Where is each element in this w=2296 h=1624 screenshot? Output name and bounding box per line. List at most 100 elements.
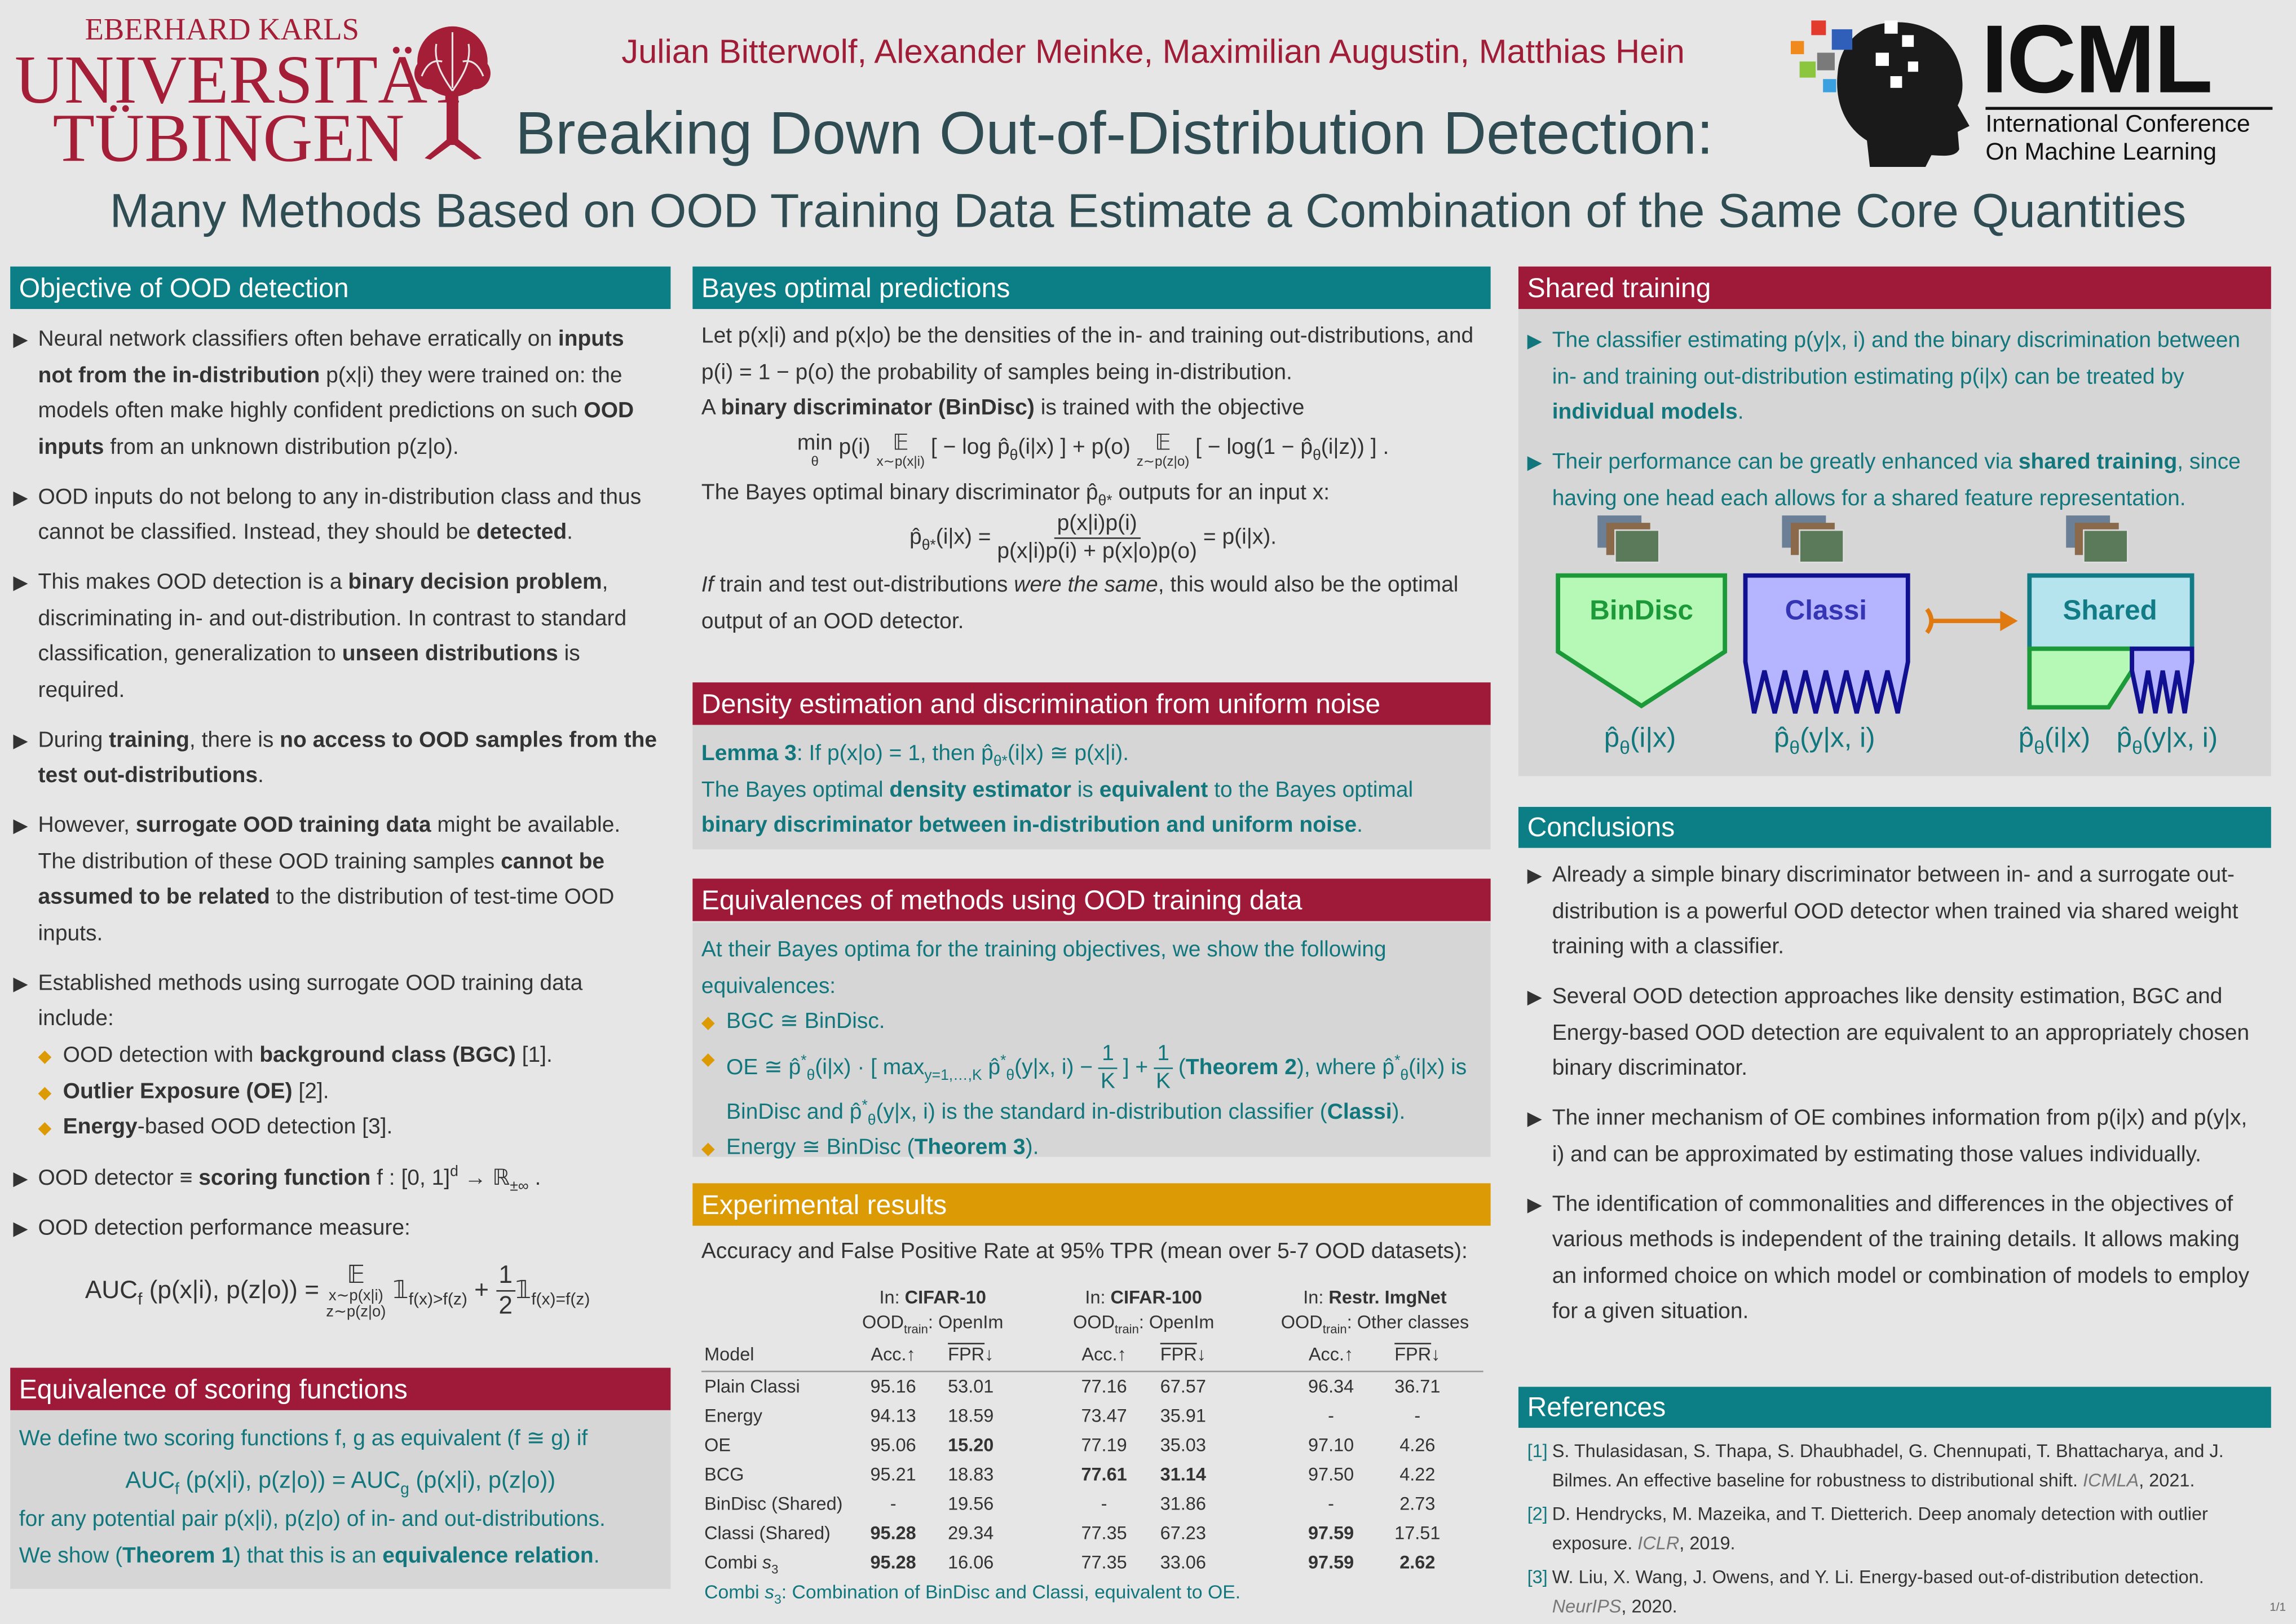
bold-run: 77.61 [1081,1464,1127,1485]
text-run: 35.03 [1160,1435,1206,1456]
shared-classi-head [2130,646,2195,714]
text-run: (i|x) [2044,723,2091,754]
paragraph: A binary discriminator (BinDisc) is trai… [701,391,1485,427]
table-cell: In: CIFAR-10 [879,1287,986,1308]
italic-run: were the same [1014,572,1158,598]
table-cell: 33.06 [1160,1552,1206,1573]
text-run: 29.34 [948,1522,994,1544]
table-cell: 97.59 [1308,1552,1354,1573]
text-run: p̂ [1773,723,1790,754]
table-cell: 67.57 [1160,1376,1206,1397]
bold-run: CIFAR-10 [904,1287,986,1308]
bold-run: scoring function [198,1164,371,1190]
stack-top: 𝔼 [893,430,909,455]
sub-run: θ* [921,538,936,554]
bold-run: no access to OOD samples from the test o… [38,727,657,788]
italic-run: NeurIPS [1552,1596,1622,1617]
sup-run: * [1394,1053,1401,1069]
text-run: = p(i|x). [1197,524,1277,550]
text-run: OOD detection with [63,1043,260,1068]
reference: [2] D. Hendrycks, M. Mazeika, and T. Diet… [1527,1499,2259,1558]
text-run: , discriminating in- and out-distributio… [38,570,627,667]
text-run: ( [1172,1054,1186,1079]
bullet: The inner mechanism of OE combines infor… [1527,1101,2259,1173]
text-run: ] + [1116,1054,1155,1079]
text-run: 53.01 [948,1376,994,1397]
text-run: - [1414,1406,1421,1427]
text-run: ). [1025,1135,1039,1160]
diagram-output: p̂θ(y|x, i) [2117,723,2218,757]
text-run: Acc.↑ [871,1344,916,1365]
sub-run: θ [1009,447,1018,464]
paragraph: We show (Theorem 1) that this is an equi… [19,1538,662,1574]
text-run: . [593,1542,600,1568]
text-run: (i|x) ] + p(o) [1018,434,1137,460]
icml-line: International Conference [1985,111,2250,138]
section-body: Lemma 3: If p(x|o) = 1, then p̂θ*(i|x) ≅… [692,725,1491,850]
table-cell: 77.61 [1081,1464,1127,1485]
diagram-output: p̂θ(y|x, i) [1773,723,1875,757]
bold-run: individual models [1552,399,1738,425]
text-run: 73.47 [1081,1406,1127,1427]
bullet: Established methods using surrogate OOD … [13,966,661,1038]
paragraph: for any potential pair p(x|i), p(z|o) of… [19,1503,662,1539]
sub-run: θ [1313,447,1321,464]
text-run: BCG [704,1464,744,1485]
table-cell: 95.28 [870,1552,916,1573]
section-header: Bayes optimal predictions [692,266,1491,309]
shared-diagram [1556,515,2195,714]
section-body: [1] S. Thulasidasan, S. Thapa, S. Dhaubha… [1518,1437,2271,1624]
table-cell: Combi s3: Combination of BinDisc and Cla… [704,1581,1240,1605]
section-body: Neural network classifiers often behave … [10,322,670,1321]
text-run: (y|x, i) [1800,723,1875,754]
section-header: Equivalence of scoring functions [10,1367,671,1410]
icml-rule [1985,107,2273,110]
bullet: The classifier estimating p(y|x, i) and … [1527,324,2259,431]
sub-run: θ [1619,736,1630,758]
text-run: : If p(x|o) = 1, then p̂ [796,741,994,766]
text-run: p̂ [909,524,922,550]
icml-logo-mark [1791,20,1970,167]
bold-run: binary discriminator between in-distribu… [701,813,1357,838]
bold-run: Theorem 1 [122,1542,234,1568]
sub-run: ±∞ [510,1178,529,1194]
table-cell: 31.14 [1160,1464,1206,1485]
bullet: However, surrogate OOD training data mig… [13,809,661,952]
table-cell: 18.59 [948,1406,994,1426]
sub-run: θ [1400,1067,1409,1084]
bold-run: binary decision problem [348,570,602,595]
stack-bottom: x∼p(x|i) [876,453,925,469]
bold-run: detected [476,519,567,545]
table-cell: Classi (Shared) [704,1523,831,1543]
text-run: -based OOD detection [3]. [137,1114,393,1140]
bullet: Already a simple binary discriminator be… [1527,858,2259,966]
overline-run: FPR [948,1344,985,1365]
bold-run: 95.28 [870,1522,916,1544]
paragraph: The Bayes optimal binary discriminator p… [701,475,1485,511]
authors: Julian Bitterwolf, Alexander Meinke, Max… [621,32,1685,70]
text-run: Combi [704,1581,765,1603]
bold-run: Theorem 2 [1185,1054,1297,1079]
text-run: 18.59 [948,1406,994,1427]
text-run: , this would also be the optimal output … [701,572,1459,634]
text-run: . [1737,399,1744,425]
table-cell: Acc.↑ [1081,1344,1126,1365]
table-cell: OODtrain: OpenIm [862,1312,1004,1335]
text-run: ). [1392,1099,1406,1124]
bold-run: unseen distributions [342,641,558,667]
table-cell: 95.28 [870,1523,916,1543]
text-run: : OpenIm [928,1312,1004,1333]
text-run: ), where p̂ [1296,1054,1395,1079]
numerator: p(x|i)p(i) [1054,511,1140,539]
bold-run: Theorem 3 [914,1135,1026,1160]
table-cell: FPR↓ [948,1344,994,1365]
table-cell: OODtrain: Other classes [1281,1312,1469,1335]
text-run: 95.16 [870,1376,916,1397]
text-run: might be available. The distribution of … [38,813,621,874]
text-run: A [701,395,721,421]
text-run: Combi [704,1552,762,1573]
bold-run: Restr. ImgNet [1328,1287,1447,1308]
text-run: (y|x, i) [2142,723,2218,754]
